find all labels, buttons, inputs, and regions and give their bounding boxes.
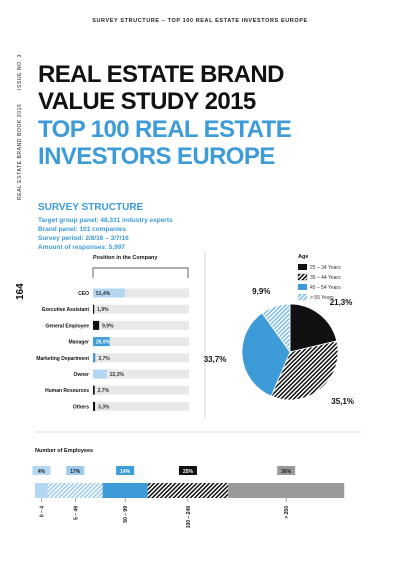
bar-track bbox=[93, 288, 189, 298]
value-label-box bbox=[32, 466, 51, 475]
category-label: Executive Assistant bbox=[42, 307, 89, 313]
bar bbox=[93, 353, 96, 363]
value-label: 33,7% bbox=[204, 355, 227, 364]
book: REAL ESTATE BRAND BOOK 2016 bbox=[17, 104, 23, 200]
value-label: 1,9% bbox=[97, 307, 109, 313]
legend-label: 45 – 54 Years bbox=[310, 285, 341, 291]
legend-swatch bbox=[297, 293, 308, 301]
value-label: 22,3% bbox=[110, 372, 125, 378]
category-label: General Employee bbox=[45, 323, 89, 329]
legend-swatch bbox=[298, 284, 307, 290]
pie-slice bbox=[270, 340, 339, 401]
value-label-box bbox=[277, 466, 296, 475]
value-label-box bbox=[66, 466, 85, 475]
category-label: CEO bbox=[78, 291, 89, 297]
legend-label: > 55 Years bbox=[310, 295, 334, 301]
value-label: 36% bbox=[281, 469, 292, 475]
bar-segment bbox=[147, 483, 229, 498]
value-label: 51,4% bbox=[96, 291, 111, 297]
value-label: 4% bbox=[38, 469, 46, 475]
value-label: 3,7% bbox=[98, 356, 110, 362]
bar-segment bbox=[35, 483, 48, 498]
chart-title: Position in the Company bbox=[93, 255, 158, 261]
value-label: 14% bbox=[120, 469, 131, 475]
running-title: SURVEY STRUCTURE – TOP 100 REAL ESTATE I… bbox=[92, 18, 308, 24]
category-label: Owner bbox=[73, 372, 89, 378]
value-label: 17% bbox=[70, 469, 81, 475]
value-label: 35,1% bbox=[331, 397, 354, 406]
bar-track bbox=[93, 353, 189, 363]
category-label: 5 – 49 bbox=[73, 506, 79, 520]
legend-title: Age bbox=[298, 254, 308, 260]
bar-segment bbox=[47, 483, 103, 498]
bar bbox=[93, 337, 110, 347]
title-line: REAL ESTATE BRAND bbox=[38, 61, 284, 88]
category-label: Others bbox=[73, 404, 89, 410]
category-label: 100 – 249 bbox=[186, 506, 192, 528]
value-label: 26,9% bbox=[96, 340, 111, 346]
bar-track bbox=[93, 401, 189, 411]
bar-track bbox=[93, 385, 189, 395]
legend-swatch bbox=[298, 264, 307, 270]
category-label: Marketing Department bbox=[36, 356, 89, 362]
issue: ISSUE NO. 3 bbox=[17, 54, 23, 90]
pie-slice bbox=[289, 303, 338, 353]
value-label-box bbox=[178, 466, 197, 475]
value-label: 2,7% bbox=[98, 388, 110, 394]
bar bbox=[93, 304, 95, 314]
bar-segment bbox=[102, 483, 148, 498]
value-label: 9,9% bbox=[252, 287, 270, 296]
value-label-box bbox=[116, 466, 135, 475]
bar-track bbox=[93, 304, 189, 314]
legend-label: 25 – 34 Years bbox=[310, 265, 341, 271]
value-label: 3,3% bbox=[98, 404, 110, 410]
bar-track bbox=[93, 320, 189, 330]
chart-title: Number of Employees bbox=[35, 448, 93, 454]
value-label: 21,3% bbox=[330, 298, 353, 307]
bar-track bbox=[93, 369, 189, 379]
survey-fact: Target group panel: 48,331 industry expe… bbox=[38, 217, 173, 224]
survey-fact: Survey period: 2/8/16 – 3/7/16 bbox=[38, 235, 129, 242]
legend-label: 35 – 44 Years bbox=[310, 275, 341, 281]
subtitle-line: INVESTORS EUROPE bbox=[38, 143, 275, 170]
bar bbox=[93, 288, 125, 298]
bar bbox=[93, 320, 100, 330]
category-label: > 250 bbox=[284, 506, 290, 519]
category-label: 0 – 4 bbox=[39, 506, 45, 517]
survey-heading: SURVEY STRUCTURE bbox=[38, 202, 144, 213]
bar bbox=[93, 401, 96, 411]
bar-track bbox=[93, 337, 189, 347]
pie-slice bbox=[261, 303, 291, 354]
value-label: 25% bbox=[183, 469, 194, 475]
page-number: 164 bbox=[15, 283, 26, 300]
category-label: 50 – 99 bbox=[123, 506, 129, 523]
value-label: 9,9% bbox=[102, 323, 114, 329]
title-line: VALUE STUDY 2015 bbox=[38, 88, 256, 115]
survey-fact: Amount of responses: 5,997 bbox=[38, 244, 125, 251]
survey-fact: Brand panel: 101 companies bbox=[38, 226, 127, 233]
category-label: Manager bbox=[68, 340, 89, 346]
bracket bbox=[92, 267, 189, 278]
subtitle-line: TOP 100 REAL ESTATE bbox=[38, 116, 292, 143]
bar-segment bbox=[228, 483, 345, 498]
legend-swatch bbox=[297, 273, 308, 281]
pie-slice bbox=[241, 312, 291, 397]
bar bbox=[93, 385, 95, 395]
bar bbox=[93, 369, 107, 379]
category-label: Human Resources bbox=[45, 388, 89, 394]
